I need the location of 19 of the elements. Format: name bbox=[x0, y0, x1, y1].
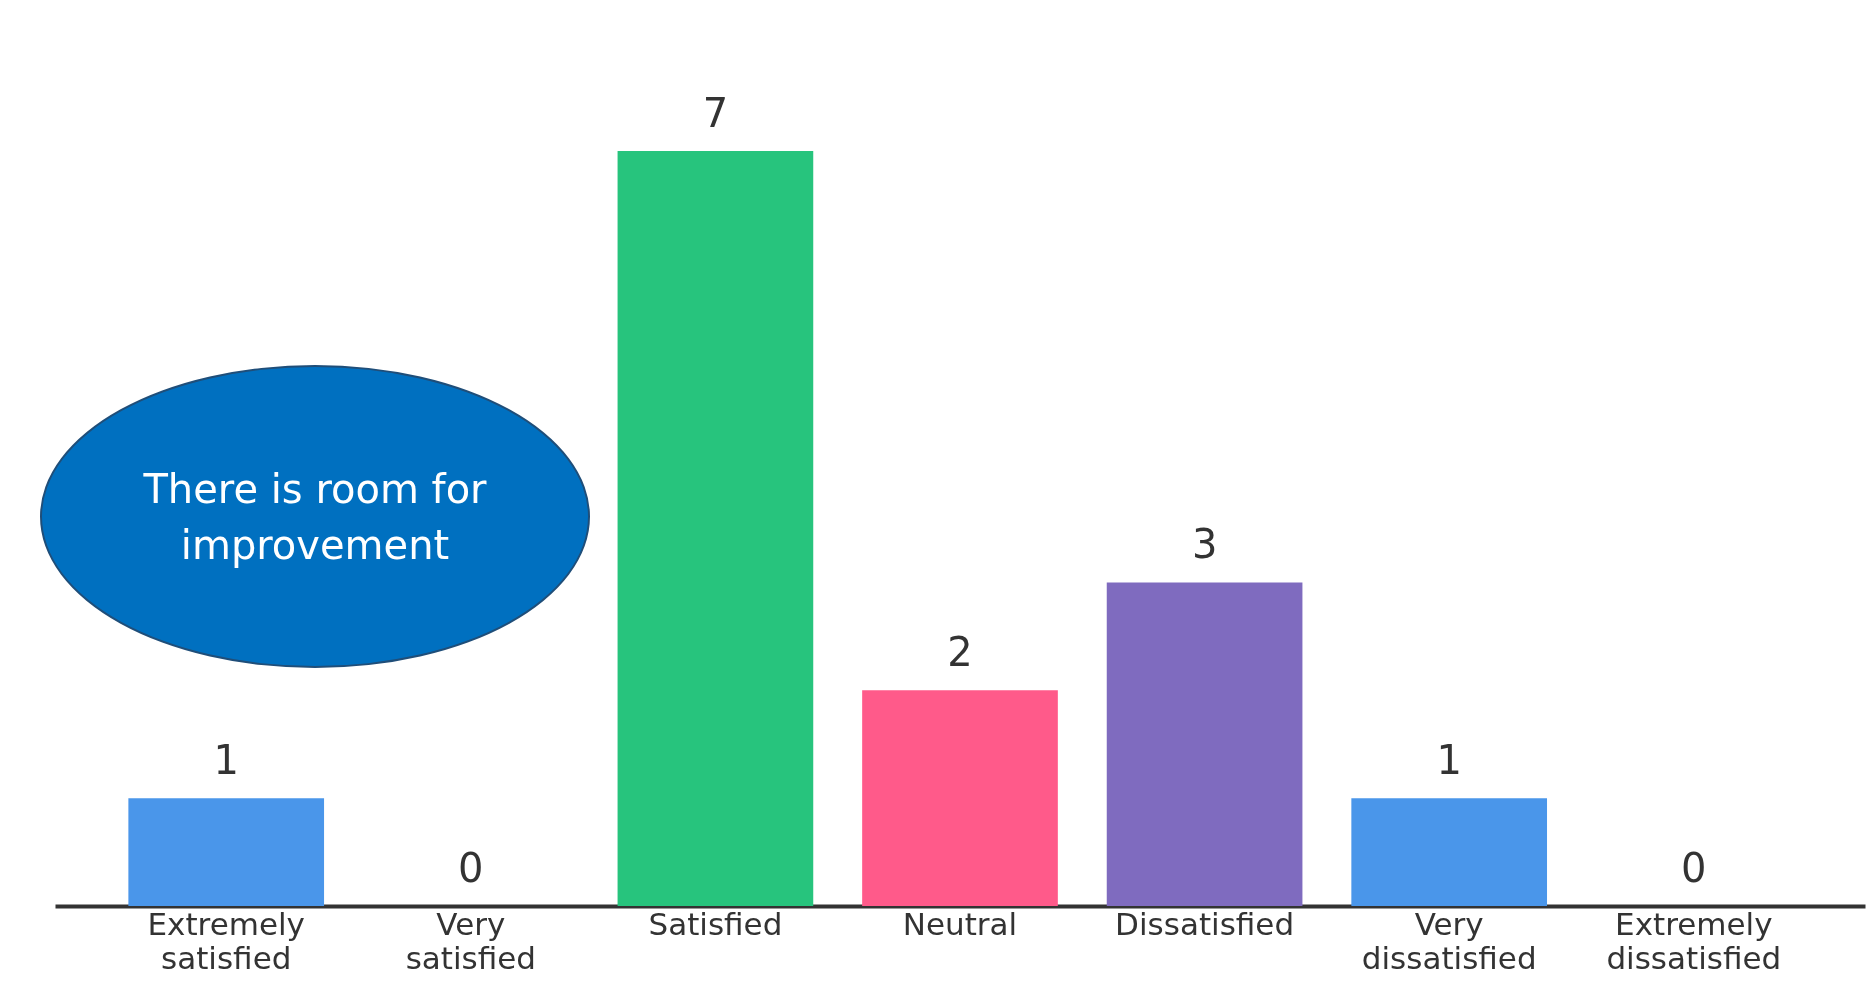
data-label: 1 bbox=[213, 737, 239, 784]
data-label: 0 bbox=[458, 845, 484, 891]
data-label: 7 bbox=[702, 90, 729, 136]
bar bbox=[862, 690, 1058, 906]
x-tick-label: Very dissatisfied bbox=[1361, 905, 1537, 976]
bar bbox=[128, 798, 325, 906]
data-label: 2 bbox=[947, 629, 973, 676]
data-label: 0 bbox=[1681, 845, 1707, 891]
bar bbox=[1106, 582, 1303, 906]
x-tick-label: Extremely satisfied bbox=[147, 905, 305, 976]
x-tick-label: Satisfied bbox=[648, 905, 783, 942]
x-tick-label: Dissatisfied bbox=[1115, 905, 1295, 942]
data-label: 3 bbox=[1191, 521, 1218, 568]
x-tick-label: Extremely dissatisfied bbox=[1606, 905, 1782, 976]
x-tick-label: Neutral bbox=[902, 905, 1018, 942]
data-label: 1 bbox=[1436, 737, 1462, 784]
x-tick-label: Very satisfied bbox=[405, 905, 536, 976]
bar bbox=[617, 151, 814, 906]
bar bbox=[1351, 798, 1548, 906]
